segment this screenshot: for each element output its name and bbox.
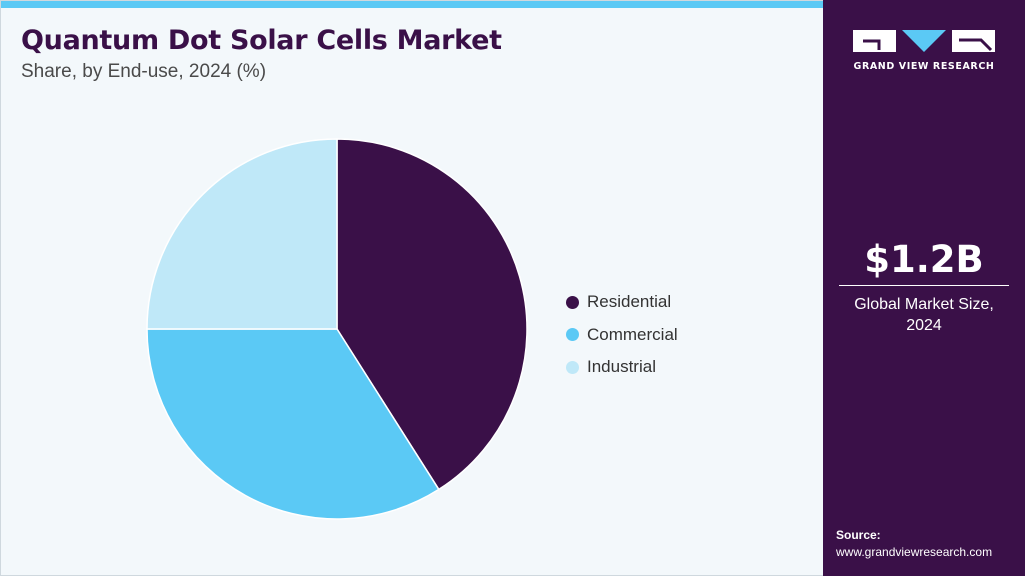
- market-size-label-line2: 2024: [906, 317, 942, 334]
- market-size-label-line1: Global Market Size,: [854, 296, 994, 313]
- gvr-logo-icon: GRAND VIEW RESEARCH: [851, 28, 997, 74]
- legend-item-residential: Residential: [566, 286, 678, 319]
- legend-label: Residential: [587, 292, 672, 312]
- legend-swatch: [566, 328, 579, 342]
- legend-label: Commercial: [587, 324, 678, 344]
- pie-slice-residential: [336, 138, 528, 491]
- source: Source: www.grandviewresearch.com: [836, 527, 992, 561]
- legend-item-commercial: Commercial: [566, 319, 678, 352]
- pie-slice-commercial: [146, 328, 440, 520]
- chart-subtitle: Share, by End-use, 2024 (%): [21, 61, 267, 82]
- chart-title: Quantum Dot Solar Cells Market: [21, 25, 502, 56]
- accent-bar: [1, 1, 824, 8]
- side-panel: GRAND VIEW RESEARCH $1.2B Global Market …: [823, 0, 1025, 576]
- pie-chart: [146, 138, 528, 520]
- source-url[interactable]: www.grandviewresearch.com: [836, 545, 993, 559]
- legend-item-industrial: Industrial: [566, 351, 678, 384]
- logo-text: GRAND VIEW RESEARCH: [853, 61, 995, 72]
- legend-label: Industrial: [587, 357, 656, 377]
- legend: Residential Commercial Industrial: [566, 286, 678, 384]
- chart-area: Residential Commercial Industrial: [1, 1, 824, 575]
- legend-swatch: [566, 295, 579, 309]
- legend-swatch: [566, 360, 579, 374]
- pie-slice-industrial: [146, 138, 338, 330]
- logo-mark: [853, 30, 995, 52]
- divider: [839, 285, 1009, 286]
- market-size-value: $1.2B: [864, 238, 984, 281]
- source-title: Source:: [836, 528, 881, 542]
- market-size-label: Global Market Size, 2024: [823, 294, 1025, 336]
